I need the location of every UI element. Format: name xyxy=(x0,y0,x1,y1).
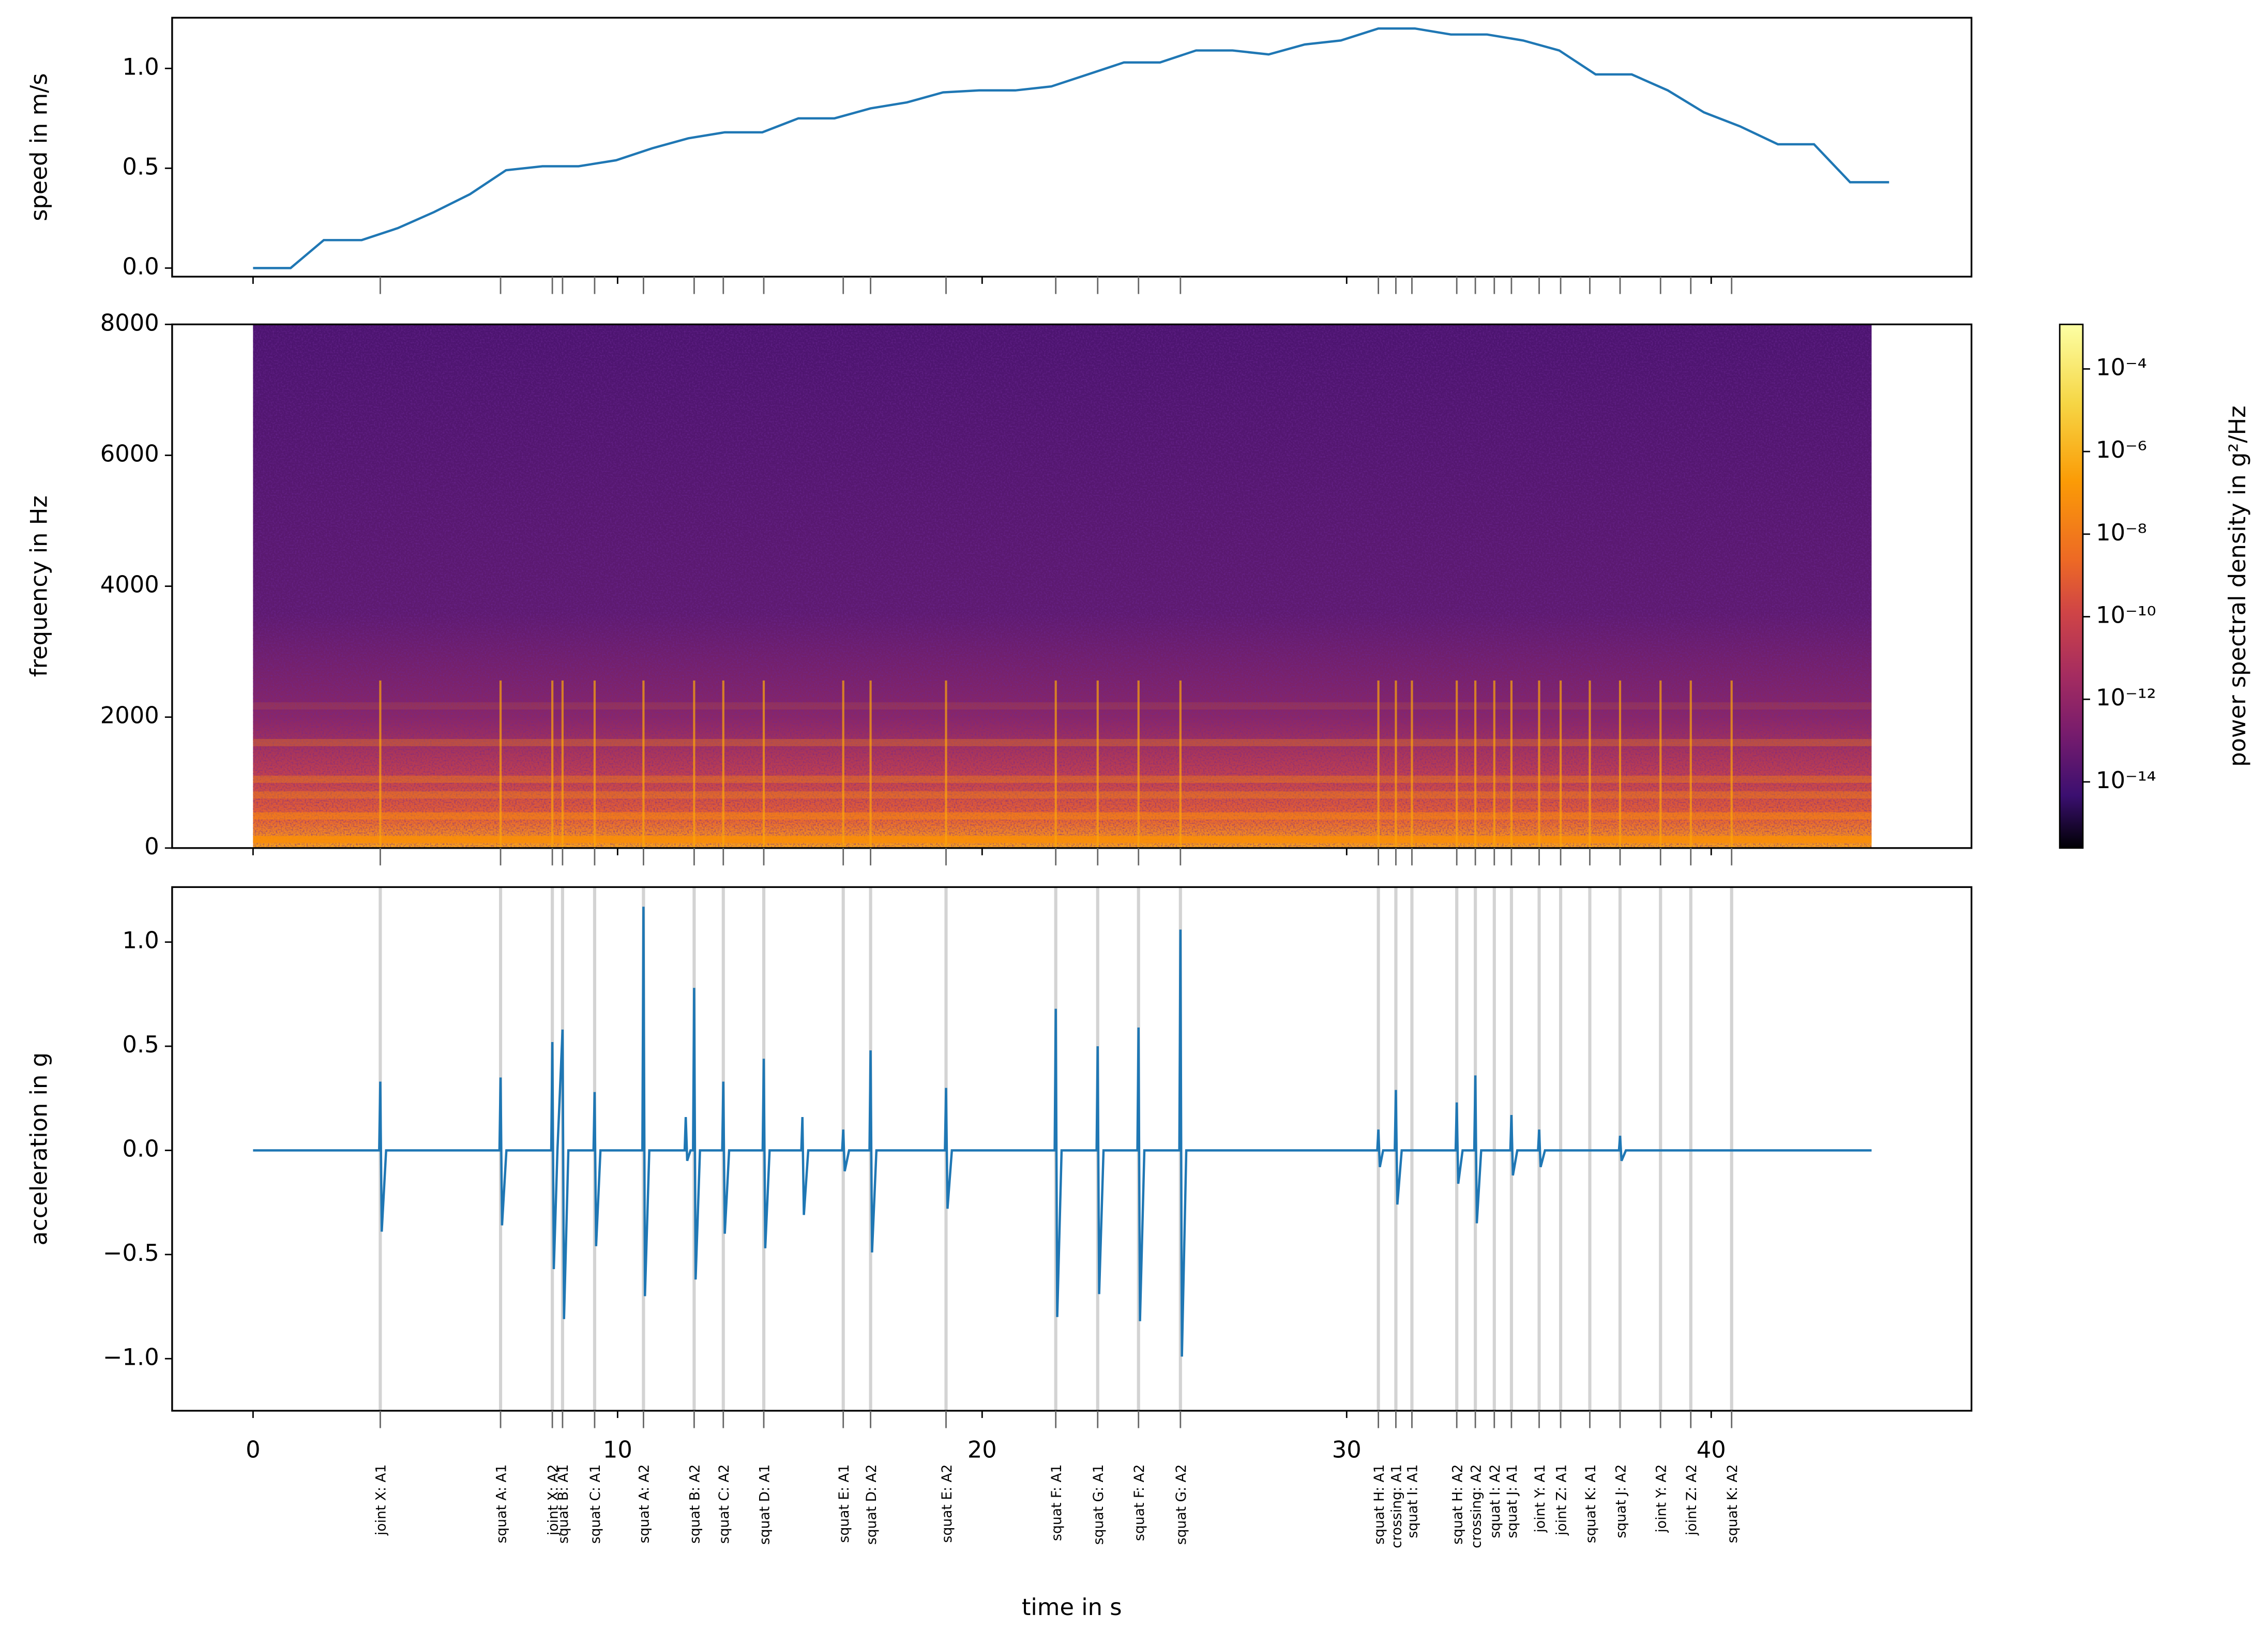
y-tick-label: 0.0 xyxy=(123,252,159,280)
event-label: crossing: A2 xyxy=(1468,1464,1484,1548)
event-label: joint X: A1 xyxy=(373,1464,389,1535)
event-label: joint Y: A1 xyxy=(1532,1464,1548,1533)
colorbar-tick-label: 10⁻⁸ xyxy=(2096,519,2147,546)
axes xyxy=(171,17,1973,278)
colorbar-tick-label: 10⁻¹⁴ xyxy=(2096,766,2156,794)
x-tick-label: 0 xyxy=(246,1436,260,1463)
event-label: squat I: A1 xyxy=(1405,1464,1421,1538)
event-label: squat G: A2 xyxy=(1173,1464,1189,1545)
spectral-band xyxy=(253,812,1872,820)
y-tick-label: 1.0 xyxy=(123,927,159,954)
axes xyxy=(171,323,1973,849)
x-tick-label: 30 xyxy=(1332,1436,1362,1463)
x-tick-label: 40 xyxy=(1697,1436,1726,1463)
event-label: squat A: A2 xyxy=(637,1464,653,1543)
y-axis-label: acceleration in g xyxy=(25,1052,52,1245)
y-axis-label: frequency in Hz xyxy=(25,495,52,677)
event-label: squat B: A1 xyxy=(555,1464,571,1543)
data-line xyxy=(253,27,1889,269)
event-label: squat E: A2 xyxy=(939,1464,955,1543)
y-tick-label: 0 xyxy=(144,833,159,860)
event-label: squat K: A2 xyxy=(1725,1464,1741,1543)
event-label: squat I: A2 xyxy=(1487,1464,1503,1538)
event-label: squat F: A1 xyxy=(1049,1464,1065,1541)
y-tick-label: 0.5 xyxy=(123,153,159,180)
colorbar-label: power spectral density in g²/Hz xyxy=(2224,405,2251,766)
y-tick-label: 2000 xyxy=(100,702,159,729)
x-tick-label: 10 xyxy=(603,1436,632,1463)
event-label: squat J: A1 xyxy=(1504,1464,1520,1538)
event-label: joint X: A2 xyxy=(545,1464,561,1535)
event-label: squat C: A2 xyxy=(716,1464,732,1544)
y-tick-label: 6000 xyxy=(100,440,159,467)
y-tick-label: 8000 xyxy=(100,309,159,336)
event-label: crossing: A1 xyxy=(1389,1464,1405,1548)
y-tick-label: 1.0 xyxy=(123,53,159,80)
event-label: squat D: A2 xyxy=(864,1464,880,1545)
spectral-band xyxy=(253,738,1872,746)
y-tick-label: 0.5 xyxy=(123,1031,159,1058)
colorbar-tick-label: 10⁻¹⁰ xyxy=(2096,601,2156,629)
event-label: squat E: A1 xyxy=(836,1464,852,1543)
event-label: squat D: A1 xyxy=(757,1464,773,1545)
event-label: squat K: A1 xyxy=(1583,1464,1599,1543)
event-label: squat G: A1 xyxy=(1091,1464,1107,1545)
spectral-band xyxy=(253,836,1872,843)
spectral-band xyxy=(253,775,1872,783)
event-label: squat F: A2 xyxy=(1131,1464,1147,1541)
colorbar-tick-label: 10⁻⁴ xyxy=(2096,353,2147,381)
axes xyxy=(171,886,1973,1412)
spectral-band xyxy=(253,791,1872,799)
event-label: squat H: A1 xyxy=(1371,1464,1387,1544)
spectral-band xyxy=(253,702,1872,710)
event-label: squat B: A2 xyxy=(687,1464,703,1543)
y-tick-label: −0.5 xyxy=(103,1239,159,1266)
colorbar-tick-label: 10⁻⁶ xyxy=(2096,436,2147,463)
x-tick-label: 20 xyxy=(967,1436,997,1463)
spectrogram-grain xyxy=(253,324,1872,848)
event-label: squat A: A1 xyxy=(493,1464,509,1543)
event-label: joint Z: A1 xyxy=(1553,1464,1569,1535)
y-tick-label: 0.0 xyxy=(123,1135,159,1162)
event-label: joint Y: A2 xyxy=(1654,1464,1670,1533)
data-line xyxy=(253,907,1872,1357)
axes-frame xyxy=(171,17,1973,278)
event-label: squat H: A2 xyxy=(1449,1464,1465,1544)
y-tick-label: 4000 xyxy=(100,571,159,598)
event-label: squat J: A2 xyxy=(1613,1464,1629,1538)
event-label: joint Z: A2 xyxy=(1684,1464,1700,1535)
y-axis-label: speed in m/s xyxy=(25,73,52,221)
axes-frame xyxy=(171,886,1973,1412)
colorbar xyxy=(2059,323,2084,849)
y-tick-label: −1.0 xyxy=(103,1343,159,1370)
event-label: squat C: A1 xyxy=(587,1464,603,1544)
colorbar-tick-label: 10⁻¹² xyxy=(2096,684,2156,711)
x-axis-label: time in s xyxy=(1022,1593,1122,1621)
